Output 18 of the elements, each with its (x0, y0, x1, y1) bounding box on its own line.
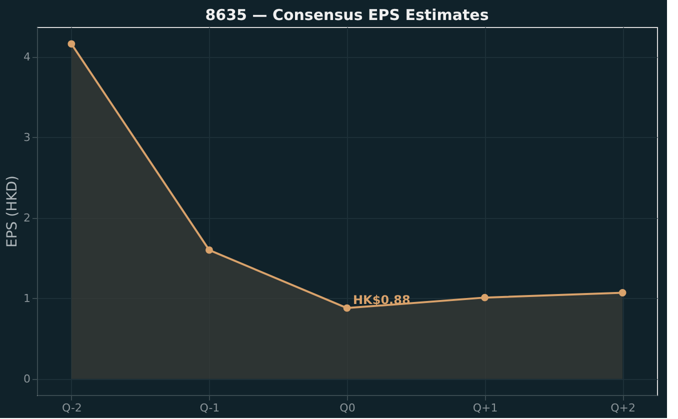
y-axis-title: EPS (HKD) (4, 175, 20, 248)
point (481, 294, 488, 302)
x-tick-label: Q0 (340, 402, 356, 414)
x-tick-label: Q-2 (62, 402, 82, 414)
y-tick-label: 0 (24, 372, 30, 386)
point (618, 289, 626, 296)
chart-title: 8635 — Consensus EPS Estimates (205, 6, 489, 24)
x-tick-label: Q+1 (472, 402, 498, 414)
annotation: HK$0.88 (353, 293, 410, 308)
y-tick-label: 3 (24, 130, 30, 144)
point (68, 40, 76, 48)
point (206, 246, 213, 254)
y-tick-label: 1 (24, 292, 30, 305)
y-tick-label: 4 (24, 50, 30, 64)
point (343, 304, 351, 312)
y-tick-label: 2 (24, 211, 30, 224)
x-tick-label: Q+2 (610, 402, 636, 414)
x-tick-label: Q-1 (200, 402, 220, 414)
